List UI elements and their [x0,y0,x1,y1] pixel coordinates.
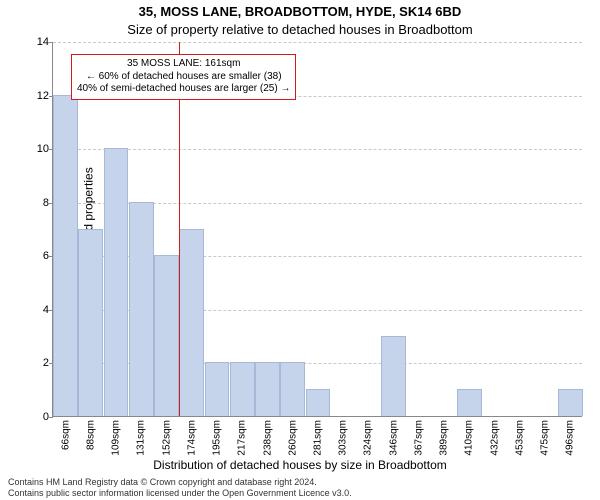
y-tick-label: 6 [43,250,49,262]
x-tick-label: 324sqm [363,420,374,456]
y-tick-label: 8 [43,197,49,209]
x-tick-label: 66sqm [60,420,71,450]
histogram-bar [78,229,103,417]
footer-line-1: Contains HM Land Registry data © Crown c… [8,477,592,487]
histogram-bar [179,229,204,417]
footer-attribution: Contains HM Land Registry data © Crown c… [8,477,592,498]
plot-area: 0246810121466sqm88sqm109sqm131sqm152sqm1… [52,42,582,417]
x-tick-label: 432sqm [489,420,500,456]
histogram-bar [104,148,129,416]
x-axis-label: Distribution of detached houses by size … [0,458,600,472]
gridline [53,149,582,150]
x-tick-label: 195sqm [212,420,223,456]
x-tick-label: 367sqm [413,420,424,456]
x-tick-label: 475sqm [540,420,551,456]
x-tick-label: 174sqm [186,420,197,456]
x-tick-label: 346sqm [388,420,399,456]
x-tick-label: 260sqm [287,420,298,456]
histogram-bar [53,95,78,416]
y-tick-label: 4 [43,304,49,316]
y-tick-label: 14 [37,36,49,48]
x-tick-label: 281sqm [313,420,324,456]
x-tick-label: 389sqm [439,420,450,456]
histogram-bar [558,389,583,416]
annotation-line-2: ← 60% of detached houses are smaller (38… [77,71,290,84]
x-tick-label: 303sqm [338,420,349,456]
histogram-bar [381,336,406,416]
histogram-bar [255,362,280,416]
annotation-line-1: 35 MOSS LANE: 161sqm [77,58,290,71]
x-tick-label: 88sqm [85,420,96,450]
x-tick-label: 496sqm [565,420,576,456]
chart-title: 35, MOSS LANE, BROADBOTTOM, HYDE, SK14 6… [0,4,600,19]
footer-line-2: Contains public sector information licen… [8,488,592,498]
y-tick-label: 10 [37,143,49,155]
annotation-box: 35 MOSS LANE: 161sqm ← 60% of detached h… [71,54,296,100]
histogram-bar [154,255,179,416]
x-tick-label: 410sqm [464,420,475,456]
y-tick-label: 12 [37,90,49,102]
histogram-bar [230,362,255,416]
histogram-bar [280,362,305,416]
x-tick-label: 453sqm [514,420,525,456]
x-tick-label: 152sqm [161,420,172,456]
histogram-bar [306,389,331,416]
histogram-bar [205,362,230,416]
x-tick-label: 109sqm [111,420,122,456]
histogram-bar [129,202,154,416]
x-tick-label: 217sqm [237,420,248,456]
chart-subtitle: Size of property relative to detached ho… [0,22,600,37]
x-tick-label: 238sqm [262,420,273,456]
histogram-bar [457,389,482,416]
property-size-chart: 35, MOSS LANE, BROADBOTTOM, HYDE, SK14 6… [0,0,600,500]
gridline [53,42,582,43]
annotation-line-3: 40% of semi-detached houses are larger (… [77,83,290,96]
y-tick-label: 2 [43,357,49,369]
x-tick-label: 131sqm [136,420,147,456]
y-tick-label: 0 [43,411,49,423]
